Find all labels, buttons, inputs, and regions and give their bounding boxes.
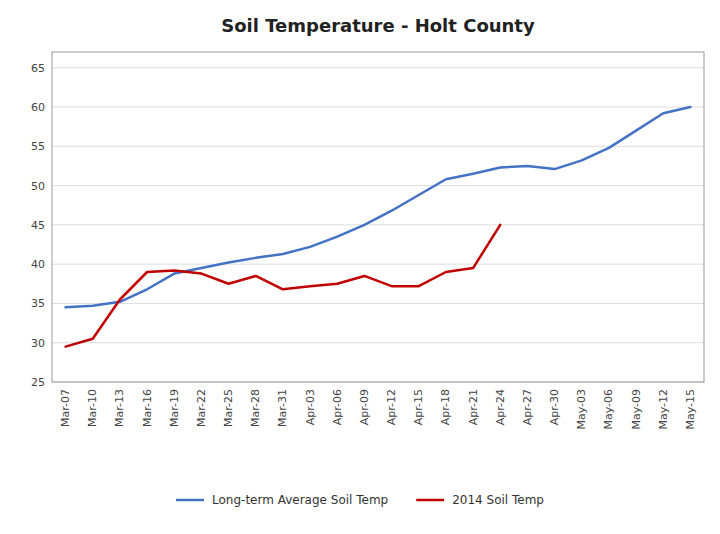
y-tick-label: 65 <box>31 62 45 75</box>
x-tick-label: May-06 <box>602 389 615 430</box>
legend-swatch <box>176 499 204 502</box>
y-tick-label: 50 <box>31 180 45 193</box>
legend-label: Long-term Average Soil Temp <box>212 493 388 507</box>
grid-line <box>52 224 704 225</box>
x-tick-label: Apr-09 <box>358 389 371 425</box>
x-tick-label: Apr-21 <box>467 389 480 425</box>
title: Soil Temperature - Holt County <box>221 15 535 36</box>
x-tick-label: Mar-10 <box>86 389 99 427</box>
x-tick-label: Mar-25 <box>222 389 235 427</box>
x-tick-label: Apr-12 <box>385 389 398 425</box>
grid <box>52 68 704 382</box>
y-tick-label: 60 <box>31 101 45 114</box>
y-tick-label: 45 <box>31 219 45 232</box>
chart-svg: Soil Temperature - Holt County 25 30 35 40 45… <box>0 0 720 534</box>
x-tick-label: Apr-18 <box>439 389 452 425</box>
x-tick-label: Mar-22 <box>195 389 208 427</box>
x-tick-label: Mar-19 <box>168 389 181 427</box>
x-tick-label: May-12 <box>657 389 670 430</box>
grid-line <box>52 107 704 108</box>
lines <box>66 107 691 347</box>
x-tick-label: Apr-06 <box>331 389 344 425</box>
x-tick-label: Mar-28 <box>249 389 262 427</box>
plot-frame <box>52 52 704 382</box>
x-tick-label: May-15 <box>684 389 697 430</box>
x-tick-label: Mar-16 <box>141 389 154 427</box>
series-line <box>66 107 691 307</box>
y-tick-label: 40 <box>31 258 45 271</box>
x-tick-label: May-03 <box>575 389 588 430</box>
x-tick-label: Mar-13 <box>113 389 126 427</box>
x-tick-label: Apr-30 <box>548 389 561 425</box>
legend-item: Long-term Average Soil Temp <box>176 493 388 507</box>
grid-line <box>52 67 704 68</box>
x-tick-label: Mar-07 <box>59 389 72 427</box>
x-tick-label: Apr-24 <box>494 389 507 425</box>
grid-line <box>52 303 704 304</box>
legend: Long-term Average Soil Temp 2014 Soil Tem… <box>176 493 544 507</box>
grid-line <box>52 264 704 265</box>
x-tick-label: May-09 <box>630 389 643 430</box>
y-tick-label: 35 <box>31 297 45 310</box>
x-tick-label: Apr-15 <box>412 389 425 425</box>
legend-label: 2014 Soil Temp <box>452 493 544 507</box>
y-tick-label: 25 <box>31 376 45 389</box>
grid-line <box>52 185 704 186</box>
y-tick-label: 55 <box>31 140 45 153</box>
x-tick-label: Mar-31 <box>276 389 289 427</box>
grid-line <box>52 146 704 147</box>
x-tick-label: Apr-27 <box>521 389 534 425</box>
legend-item: 2014 Soil Temp <box>416 493 544 507</box>
chart-container: Soil Temperature - Holt County 25 30 35 40 45… <box>0 0 720 534</box>
y-tick-label: 30 <box>31 337 45 350</box>
legend-swatch <box>416 499 444 502</box>
x-tick-label: Apr-03 <box>304 389 317 425</box>
grid-line <box>52 342 704 343</box>
series-line <box>66 225 501 347</box>
